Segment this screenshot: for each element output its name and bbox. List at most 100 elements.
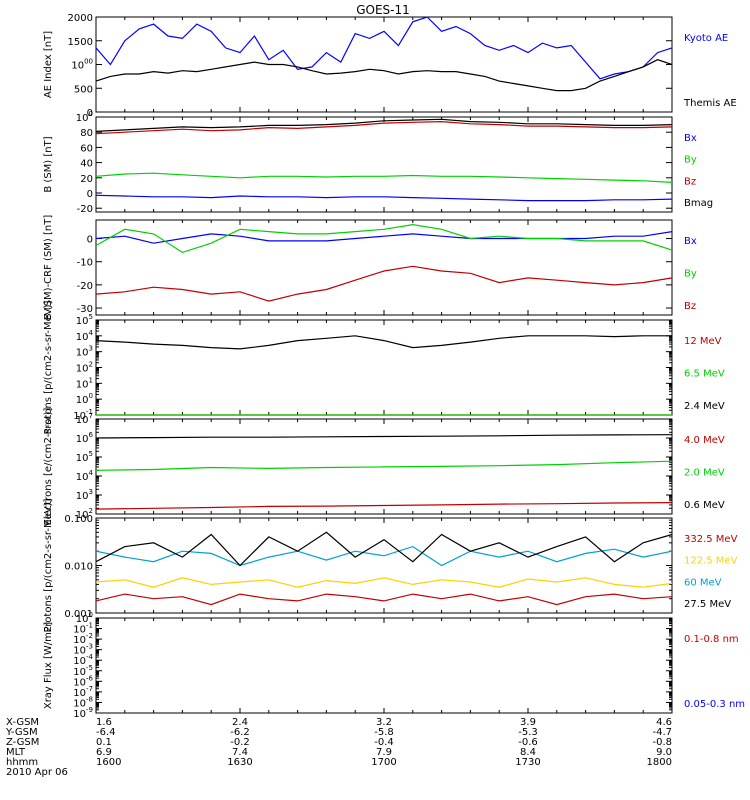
y-axis-label: AE Index [nT] [43, 31, 54, 98]
x-tick-label: 3.9 [520, 717, 536, 728]
y-tick-label: 103 [76, 345, 93, 359]
series-line-2-0-mev [95, 460, 673, 471]
x-tick-label: 9.0 [656, 747, 672, 758]
y-tick-label: 0.001 [64, 609, 93, 620]
series-line-bz [95, 265, 673, 302]
y-tick-label: 103 [76, 488, 93, 502]
x-tick-label: 6.9 [96, 747, 112, 758]
y-tick-label: 1000 [71, 58, 93, 72]
y-tick-label: -20 [77, 281, 93, 292]
panel-frame [95, 319, 673, 416]
legend-label: 6.5 MeV [684, 369, 725, 380]
x-tick-label: 0.1 [96, 737, 112, 748]
y-tick-label: 60 [80, 143, 93, 154]
x-axis-row-label: X-GSM [6, 717, 39, 728]
x-tick-label: -4.7 [652, 727, 672, 738]
y-axis-label: Xray Flux [W/m2] [43, 622, 54, 709]
panel-frame [95, 517, 673, 614]
panel-3: -30 -20 -10 0 B (SM)-CRF (SM) [nT] Bx By Bz [43, 215, 697, 321]
series-line-bx [95, 194, 673, 202]
series-line-60-mev [95, 545, 673, 567]
x-tick-label: 1600 [96, 757, 121, 768]
y-axis-label: B (SM)-CRF (SM) [nT] [43, 215, 54, 321]
legend-label: 0.1-0.8 nm [684, 634, 739, 645]
y-tick-label: -20 [77, 204, 93, 215]
legend-label: Themis AE [683, 98, 737, 109]
x-tick-label: -0.8 [652, 737, 672, 748]
y-tick-label: 101 [76, 376, 93, 390]
panel-frame [95, 617, 673, 714]
legend-label: 12 MeV [684, 336, 722, 347]
panel-frame [95, 116, 673, 213]
x-tick-label: -6.2 [230, 727, 250, 738]
series-line-bx [95, 231, 673, 244]
legend-label: Bmag [684, 198, 713, 209]
x-tick-label: 7.4 [232, 747, 248, 758]
y-tick-label: 102 [76, 361, 93, 375]
x-tick-label: 8.4 [520, 747, 536, 758]
legend-label: Kyoto AE [684, 33, 728, 44]
panel-6: 0.001 0.010 0.100 Protons [p/(cm2-s-sr-MeV)… [43, 498, 738, 632]
y-tick-label: 20 [80, 174, 93, 185]
y-tick-label: 106 [76, 431, 94, 445]
y-tick-label: 0 [87, 235, 93, 246]
x-axis-row-label: Y-GSM [5, 727, 38, 738]
x-tick-label: 1.6 [96, 717, 112, 728]
y-axis-label: Protons [p/(cm2-s-sr-MeV)] [43, 300, 54, 434]
x-axis-row-label: Z-GSM [6, 737, 39, 748]
legend-label: By [684, 155, 697, 166]
series-line-by [95, 172, 673, 183]
legend-label: By [684, 269, 697, 280]
x-tick-label: -0.6 [518, 737, 538, 748]
series-line-27-5-mev [95, 531, 673, 567]
legend-label: 60 MeV [684, 577, 722, 588]
y-tick-label: 100 [76, 110, 93, 124]
x-tick-label: 2.4 [232, 717, 248, 728]
legend-label: 2.4 MeV [684, 401, 725, 412]
y-axis-label: Protons [p/(cm2-s-sr-MeV)] [43, 498, 54, 632]
legend-label: Bz [684, 176, 696, 187]
legend-label: Bx [684, 236, 697, 247]
y-tick-label: 1500 [68, 37, 93, 48]
figure-title: GOES-11 [356, 3, 410, 17]
panel-2: -20 0 20 40 60 80 100 B (SM) [nT] Bx By Bz Bmag [43, 110, 713, 215]
y-tick-label: 2000 [68, 13, 93, 24]
x-tick-label: -0.2 [230, 737, 250, 748]
x-tick-label: 1700 [371, 757, 396, 768]
y-tick-label: -30 [77, 304, 93, 315]
series-line-bz [95, 120, 673, 135]
y-tick-label: 105 [76, 450, 93, 464]
y-tick-label: 104 [76, 469, 94, 483]
series-line-122-5-mev [95, 577, 673, 588]
legend-label: Bz [684, 301, 696, 312]
y-axis-label: B (SM) [nT] [43, 136, 54, 192]
y-tick-label: 104 [76, 329, 94, 343]
y-tick-label: 100 [76, 392, 93, 406]
series-line-themis-ae [95, 59, 673, 92]
legend-label: 2.0 MeV [684, 468, 725, 479]
y-tick-label: 0 [87, 189, 93, 200]
y-tick-label: 40 [80, 159, 93, 170]
x-axis-row-label: MLT [6, 747, 26, 758]
y-tick-label: 107 [76, 412, 93, 426]
x-axis-row-label: hhmm [6, 757, 38, 768]
legend-label: 0.05-0.3 nm [684, 699, 745, 710]
legend-label: 0.6 MeV [684, 500, 725, 511]
series-line-2-4-mev [95, 335, 672, 350]
legend-label: 4.0 MeV [684, 435, 725, 446]
x-axis-row-label: 2010 Apr 06 [6, 767, 68, 778]
x-tick-label: 3.2 [376, 717, 392, 728]
x-tick-label: -0.4 [374, 737, 394, 748]
y-tick-label: 500 [74, 84, 93, 95]
x-tick-label: 1730 [515, 757, 540, 768]
y-tick-label: 80 [80, 128, 93, 139]
panel-7: 10-910-810-710-610-510-410-310-210-1100X… [43, 611, 745, 720]
series-line-by [95, 223, 673, 254]
series-line-bmag [95, 118, 673, 132]
legend-label: 332.5 MeV [684, 534, 738, 545]
y-tick-label: 105 [76, 313, 93, 327]
legend-label: Bx [684, 133, 697, 144]
